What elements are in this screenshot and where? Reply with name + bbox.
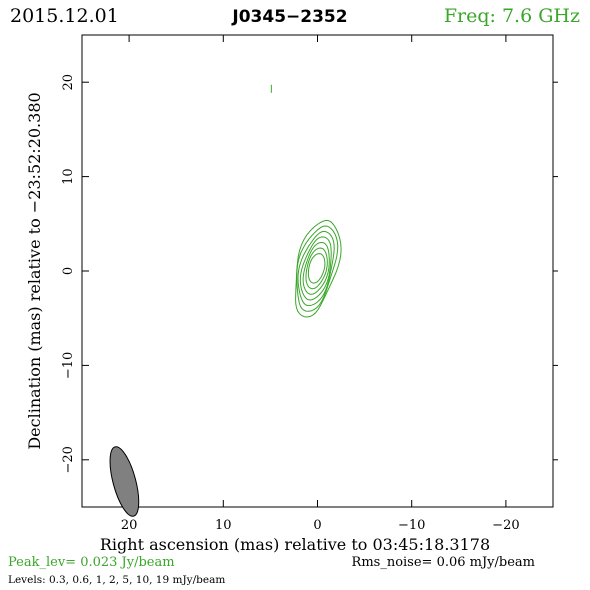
y-axis-label: Declination (mas) relative to −23:52:20.… — [25, 92, 44, 449]
contour-level-0-6 — [296, 225, 339, 312]
x-tick-label: −10 — [398, 518, 425, 533]
y-tick-label: 0 — [61, 267, 76, 275]
y-tick-label: 20 — [61, 74, 76, 91]
rms-noise-label: Rms_noise= 0.06 mJy/beam — [352, 555, 535, 570]
axis-ticks — [82, 35, 558, 507]
contour-level-5 — [302, 241, 330, 295]
x-tick-label: 0 — [313, 518, 321, 533]
beam-ellipse — [109, 446, 140, 517]
date-label: 2015.12.01 — [10, 5, 119, 27]
contour-set — [295, 219, 342, 318]
contour-level-2 — [299, 236, 332, 301]
axis-tick-labels: 20 10 0 −10 −20 20 10 0 −10 −20 — [61, 74, 520, 533]
y-tick-label: −10 — [61, 352, 76, 379]
y-tick-label: −20 — [61, 446, 76, 473]
peak-level-label: Peak_lev= 0.023 Jy/beam — [8, 555, 175, 570]
x-axis-label: Right ascension (mas) relative to 03:45:… — [100, 535, 490, 554]
x-tick-label: 20 — [121, 518, 138, 533]
contour-level-10 — [305, 247, 328, 290]
contour-levels-label: Levels: 0.3, 0.6, 1, 2, 5, 10, 19 mJy/be… — [8, 574, 225, 586]
contour-level-1 — [297, 230, 335, 307]
contour-level-19 — [307, 253, 326, 284]
frequency-label: Freq: 7.6 GHz — [444, 5, 580, 27]
source-name-label: J0345−2352 — [231, 7, 347, 27]
x-tick-label: 10 — [215, 518, 232, 533]
y-tick-label: 10 — [61, 168, 76, 185]
x-tick-label: −20 — [492, 518, 519, 533]
contour-level-0-3 — [295, 219, 342, 318]
plot-frame — [81, 34, 554, 508]
